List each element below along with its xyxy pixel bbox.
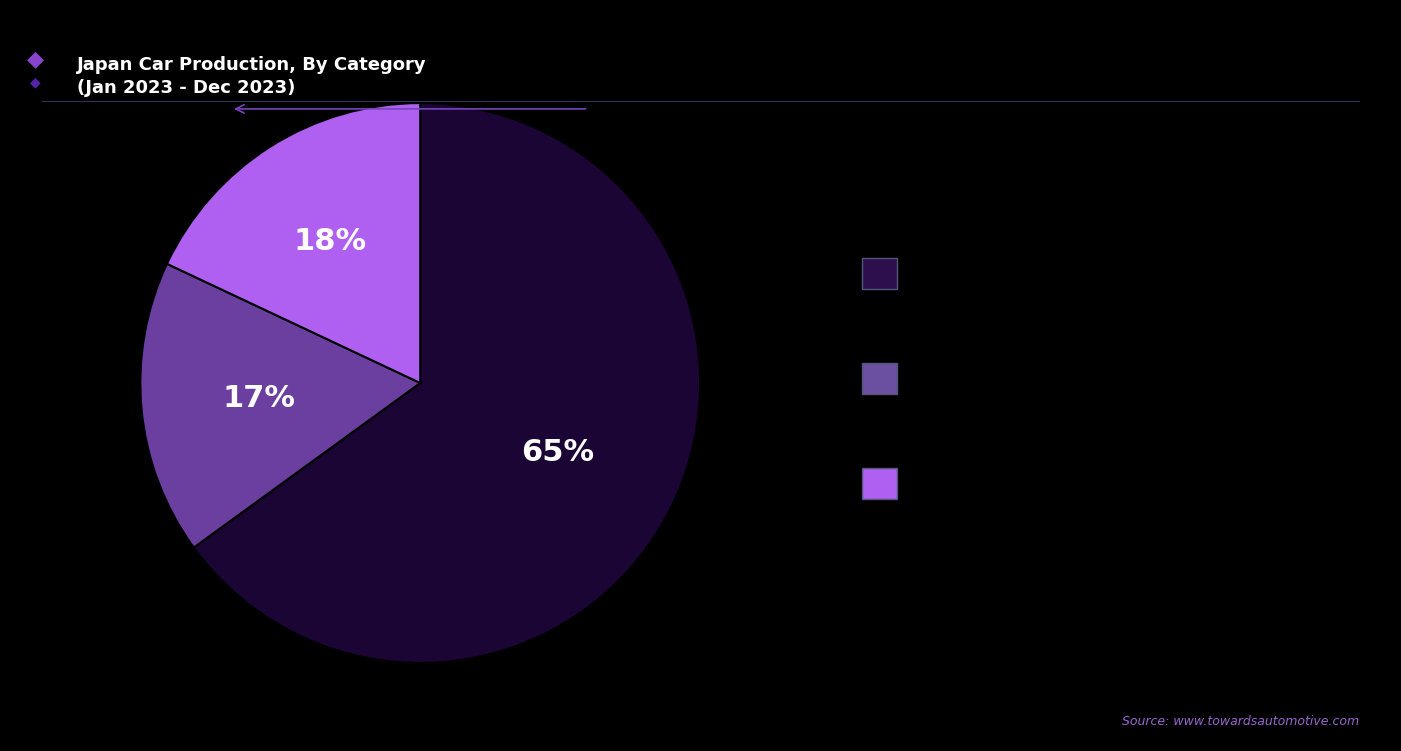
Text: Source: www.towardsautomotive.com: Source: www.towardsautomotive.com	[1122, 716, 1359, 728]
Text: 18%: 18%	[294, 227, 367, 255]
Wedge shape	[140, 264, 420, 547]
Text: ◆: ◆	[29, 75, 41, 89]
Text: ◆: ◆	[27, 49, 43, 69]
Text: Japan Car Production, By Category: Japan Car Production, By Category	[77, 56, 427, 74]
Text: 65%: 65%	[521, 439, 594, 467]
Text: 17%: 17%	[223, 384, 296, 413]
Wedge shape	[167, 103, 420, 383]
Wedge shape	[193, 103, 700, 663]
Text: (Jan 2023 - Dec 2023): (Jan 2023 - Dec 2023)	[77, 79, 296, 97]
